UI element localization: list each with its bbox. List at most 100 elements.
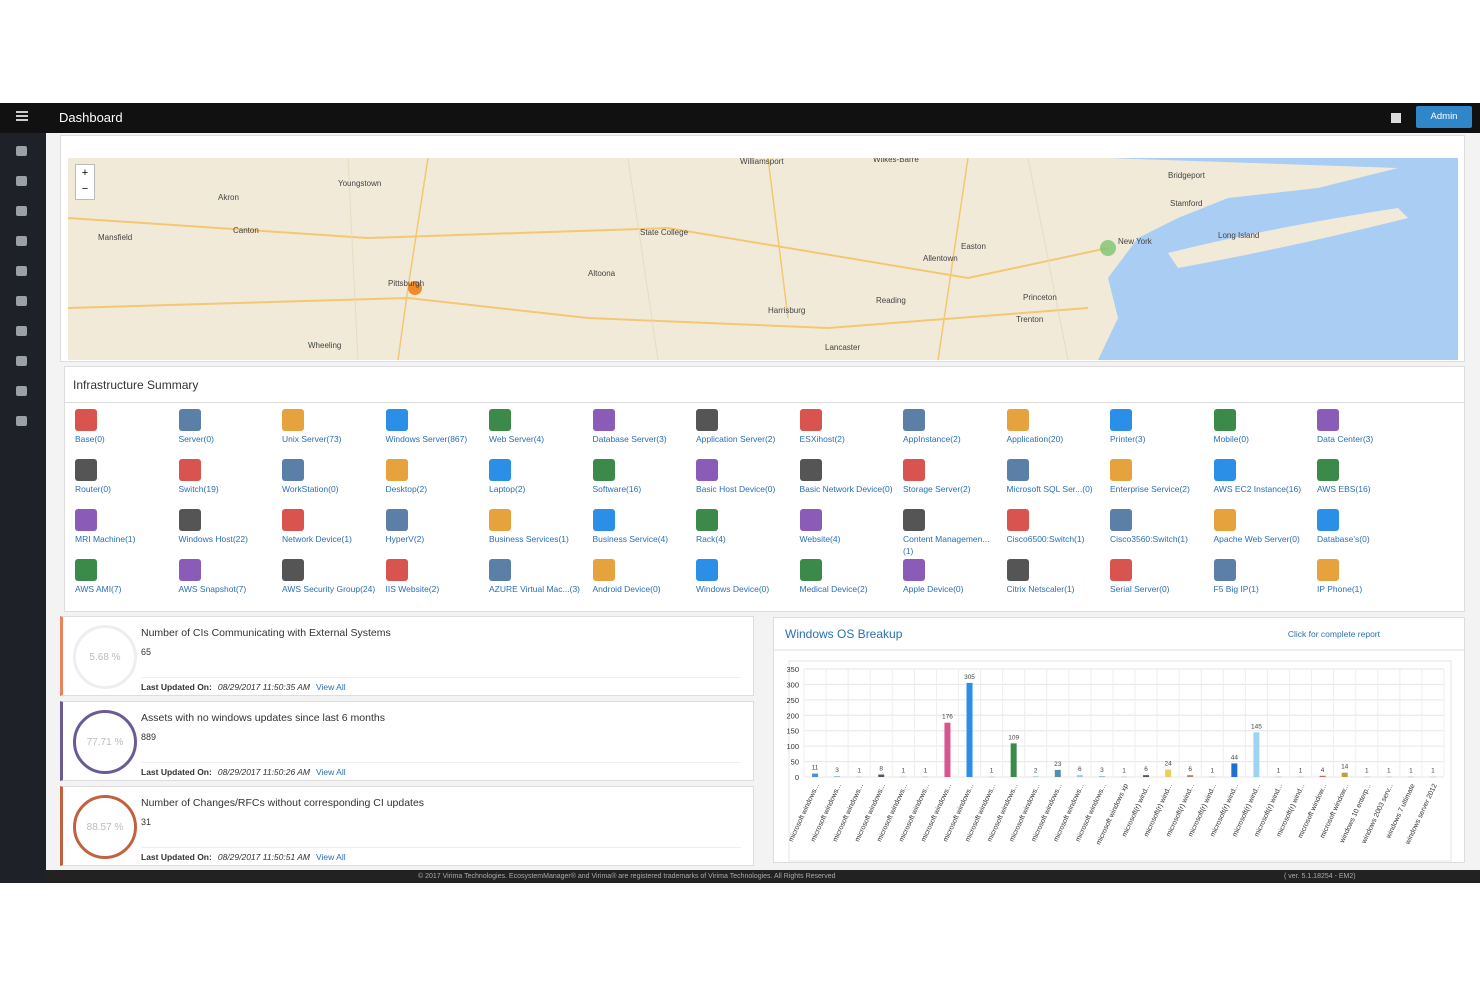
asset-type[interactable]: AWS EC2 Instance(16) <box>1213 459 1310 495</box>
asset-type[interactable]: IP Phone(1) <box>1317 559 1413 595</box>
bar <box>966 682 973 777</box>
asset-type[interactable]: Base(0) <box>75 409 171 445</box>
asset-type[interactable]: Network Device(1) <box>282 509 378 545</box>
nav-icon[interactable] <box>16 416 27 426</box>
asset-type[interactable]: IIS Website(2) <box>385 559 482 595</box>
asset-type[interactable]: Windows Device(0) <box>696 559 792 595</box>
asset-type[interactable]: Database's(0) <box>1317 509 1413 545</box>
value-label: 11 <box>812 765 819 772</box>
bar <box>1187 775 1194 777</box>
admin-button[interactable]: Admin <box>1416 106 1472 128</box>
map[interactable]: Youngstown Akron Canton Mansfield Wheeling Pi… <box>68 158 1458 360</box>
asset-type[interactable]: Application Server(2) <box>696 409 792 445</box>
asset-type[interactable]: Business Service(4) <box>592 509 689 545</box>
asset-type[interactable]: Data Center(3) <box>1317 409 1413 445</box>
asset-type[interactable]: Server(0) <box>178 409 275 445</box>
asset-type[interactable]: Switch(19) <box>178 459 275 495</box>
asset-icon <box>282 509 304 531</box>
asset-icon <box>489 559 511 581</box>
asset-type[interactable]: Cisco3560:Switch(1) <box>1110 509 1206 545</box>
nav-icon[interactable] <box>16 176 27 186</box>
asset-type[interactable]: AppInstance(2) <box>903 409 999 445</box>
asset-type[interactable]: Windows Host(22) <box>178 509 275 545</box>
menu-button[interactable] <box>16 111 28 113</box>
asset-type[interactable]: Website(4) <box>799 509 896 545</box>
asset-type[interactable]: Database Server(3) <box>592 409 689 445</box>
asset-type[interactable]: Apache Web Server(0) <box>1213 509 1310 545</box>
version: ( ver. 5.1.18254 - EM2) <box>1284 873 1356 880</box>
asset-type[interactable]: Mobile(0) <box>1213 409 1310 445</box>
bar <box>900 776 907 778</box>
asset-type[interactable]: Windows Server(867) <box>385 409 482 445</box>
value-label: 1 <box>1431 768 1435 775</box>
asset-type[interactable]: Medical Device(2) <box>799 559 896 595</box>
asset-type[interactable]: WorkStation(0) <box>282 459 378 495</box>
asset-type[interactable]: Cisco6500:Switch(1) <box>1006 509 1103 545</box>
place-label: Wheeling <box>308 341 341 350</box>
asset-type[interactable]: Printer(3) <box>1110 409 1206 445</box>
nav-icon[interactable] <box>16 146 27 156</box>
kpi-title: Number of CIs Communicating with Externa… <box>141 627 391 639</box>
asset-type[interactable]: Business Services(1) <box>489 509 585 545</box>
nav-icon[interactable] <box>16 206 27 216</box>
asset-type[interactable]: Microsoft SQL Ser...(0) <box>1006 459 1103 495</box>
asset-label: IIS Website(2) <box>385 584 440 594</box>
infrastructure-panel: Infrastructure Summary Base(0) Server(0) U… <box>64 366 1465 612</box>
asset-type[interactable]: AZURE Virtual Mac...(3) <box>489 559 585 595</box>
asset-type[interactable]: Basic Network Device(0) <box>799 459 896 495</box>
asset-type[interactable]: AWS EBS(16) <box>1317 459 1413 495</box>
asset-type[interactable]: Basic Host Device(0) <box>696 459 792 495</box>
updated-label: Last Updated On: <box>141 682 212 692</box>
asset-type[interactable]: Apple Device(0) <box>903 559 999 595</box>
asset-type[interactable]: Software(16) <box>592 459 689 495</box>
asset-icon <box>385 509 408 531</box>
asset-type[interactable]: Web Server(4) <box>489 409 585 445</box>
divider <box>65 402 1464 403</box>
asset-type[interactable]: Unix Server(73) <box>282 409 378 445</box>
nav-icon[interactable] <box>16 236 27 246</box>
asset-type[interactable]: F5 Big IP(1) <box>1213 559 1310 595</box>
nav-icon[interactable] <box>16 296 27 306</box>
zoom-out[interactable]: − <box>81 183 89 195</box>
asset-type[interactable]: Enterprise Service(2) <box>1110 459 1206 495</box>
nav-icon[interactable] <box>16 386 27 396</box>
kpi-card: 88.57 % Number of Changes/RFCs without co… <box>60 786 754 866</box>
place-label: Altoona <box>588 269 616 278</box>
asset-type[interactable]: HyperV(2) <box>385 509 482 545</box>
value-label: 1 <box>1409 768 1413 775</box>
asset-icon <box>903 459 925 481</box>
value-label: 1 <box>1299 768 1303 775</box>
asset-type[interactable]: Application(20) <box>1006 409 1103 445</box>
asset-label: Medical Device(2) <box>799 584 868 594</box>
asset-type[interactable]: Serial Server(0) <box>1110 559 1206 595</box>
report-link[interactable]: Click for complete report <box>1288 629 1381 639</box>
kpi-percent: 5.68 % <box>73 625 137 689</box>
asset-type[interactable]: MRI Machine(1) <box>75 509 171 545</box>
view-all-link[interactable]: View All <box>316 767 346 777</box>
asset-type[interactable]: AWS Snapshot(7) <box>178 559 275 595</box>
asset-type[interactable]: Router(0) <box>75 459 171 495</box>
asset-type[interactable]: Android Device(0) <box>592 559 689 595</box>
asset-type[interactable]: Content Managemen...(1) <box>903 509 999 557</box>
view-all-link[interactable]: View All <box>316 852 346 862</box>
asset-type[interactable]: Citrix Netscaler(1) <box>1006 559 1103 595</box>
copyright: © 2017 Virima Technologies. EcosystemMan… <box>418 873 836 880</box>
nav-icon[interactable] <box>16 266 27 276</box>
asset-type[interactable]: Storage Server(2) <box>903 459 999 495</box>
asset-type[interactable]: ESXihost(2) <box>799 409 896 445</box>
asset-type[interactable]: AWS Security Group(24) <box>282 559 378 595</box>
asset-type[interactable]: Desktop(2) <box>385 459 482 495</box>
home-icon[interactable] <box>1391 113 1401 123</box>
asset-label: Database's(0) <box>1317 534 1370 544</box>
asset-type[interactable]: Laptop(2) <box>489 459 585 495</box>
asset-type[interactable]: Rack(4) <box>696 509 792 545</box>
view-all-link[interactable]: View All <box>316 682 346 692</box>
nav-icon[interactable] <box>16 326 27 336</box>
zoom-in[interactable]: + <box>81 167 89 179</box>
nav-icon[interactable] <box>16 356 27 366</box>
value-label: 6 <box>1144 766 1148 773</box>
bar <box>1054 769 1061 777</box>
asset-type[interactable]: AWS AMI(7) <box>75 559 171 595</box>
asset-label: Basic Host Device(0) <box>696 484 776 494</box>
chart-panel: Windows OS Breakup Click for complete re… <box>773 617 1465 863</box>
